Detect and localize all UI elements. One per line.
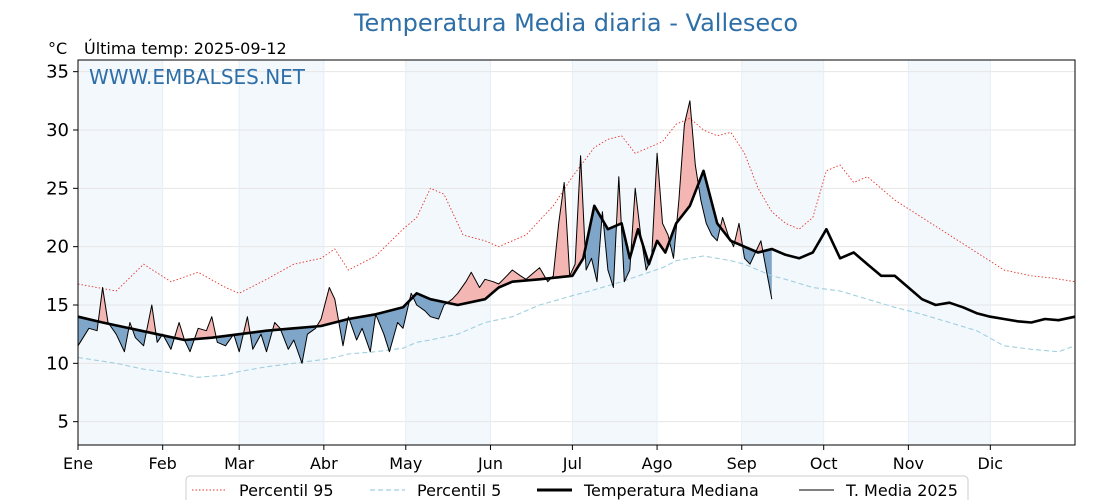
y-tick-label: 20 [46,237,69,258]
above-median-fill [677,100,700,222]
y-tick-label: 10 [46,353,69,374]
below-median-fill [132,328,148,346]
x-axis-ticks: Ene Feb Mar Abr May Jun Jul Ago Sep Oct Nov Dic [63,445,1003,473]
series-percentil-5 [77,255,1076,378]
x-tick-label: Mar [224,454,255,473]
series-mediana [77,169,1076,342]
legend-label-median: Temperatura Mediana [583,481,759,500]
y-tick-label: 30 [46,120,69,141]
below-median-fill [164,335,175,350]
y-unit-label: °C [48,39,67,58]
x-tick-label: Abr [310,454,338,473]
plot-frame [77,59,1076,446]
y-tick-label: 5 [58,412,69,433]
series-lines [77,100,1076,378]
legend: Percentil 95 Percentil 5 Temperatura Med… [185,475,969,500]
y-tick-label: 15 [46,295,69,316]
y-axis-ticks: 5 10 15 20 25 30 35 [46,62,78,433]
legend-box [185,475,969,500]
x-tick-label: Oct [810,454,838,473]
series-percentil-95 [77,117,1076,294]
chart-title: Temperatura Media diaria - Valleseco [353,9,798,37]
x-tick-label: Sep [727,454,757,473]
below-median-fill [377,300,410,352]
x-tick-label: Feb [149,454,177,473]
below-median-fill [281,326,317,364]
above-median-fill [653,153,671,253]
month-shade-mar [239,60,324,445]
x-tick-label: May [389,454,422,473]
x-tick-label: Nov [893,454,924,473]
legend-label-p95: Percentil 95 [239,481,334,500]
below-median-fill [109,324,130,352]
y-tick-label: 35 [46,62,69,83]
x-tick-label: Jul [562,454,582,473]
above-median-fill [551,155,587,278]
month-shade-nov [908,60,991,445]
above-median-fill [756,240,764,253]
y-tick-label: 25 [46,178,69,199]
below-median-fill [414,293,449,319]
last-temp-label: Última temp: 2025-09-12 [84,39,287,58]
x-tick-label: Ene [63,454,93,473]
legend-label-p5: Percentil 5 [417,481,501,500]
below-median-fill [78,316,99,346]
above-median-fill [734,223,744,247]
above-median-fill [631,188,643,254]
x-tick-label: Dic [978,454,1004,473]
x-tick-label: Ago [642,454,673,473]
month-shade-ene [78,60,163,445]
month-shade-may [405,60,491,445]
series-media-2025 [77,100,773,364]
below-median-fill [349,314,376,352]
above-median-fill [195,316,218,340]
below-median-fill [338,319,349,346]
above-median-fill [244,316,251,334]
watermark: WWW.EMBALSES.NET [89,65,306,89]
below-median-fill [699,170,722,241]
x-tick-label: Jun [477,454,503,473]
legend-label-2025: T. Media 2025 [845,481,958,500]
